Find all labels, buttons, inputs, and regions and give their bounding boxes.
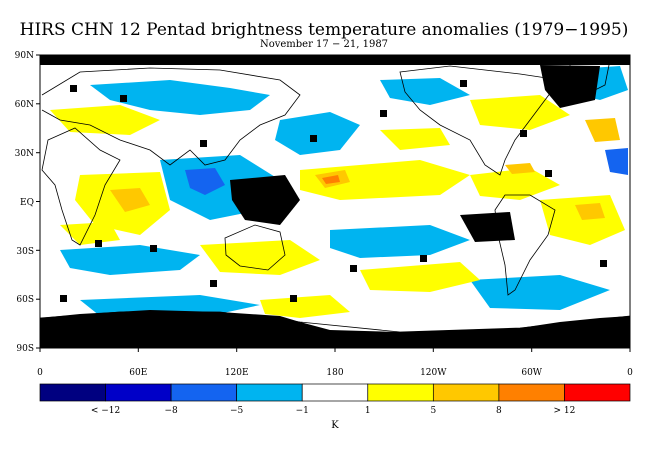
coastline-africa <box>41 127 121 246</box>
lon-label-120e: 120E <box>225 368 249 378</box>
anomaly-region-cool <box>275 112 360 155</box>
lat-label-90n: 90N <box>15 51 34 61</box>
anomaly-region-cool <box>60 245 200 275</box>
coastline-australia <box>224 224 286 271</box>
missing-data-patch <box>460 212 515 242</box>
coastline-north-america <box>399 65 561 176</box>
anomaly-region-warm <box>380 128 450 150</box>
missing-data-square <box>210 280 217 287</box>
missing-data-square <box>420 255 427 262</box>
anomaly-field <box>50 66 628 318</box>
legend-label: 1 <box>365 406 371 416</box>
anomaly-region-warm <box>110 188 150 212</box>
anomaly-region-warm <box>322 175 340 184</box>
missing-data-patch <box>230 175 300 225</box>
map-title: HIRS CHN 12 Pentad brightness temperatur… <box>19 20 629 40</box>
anomaly-region-warm <box>60 222 120 245</box>
coastline-greenland <box>569 59 611 96</box>
map-subtitle: November 17 − 21, 1987 <box>259 39 389 50</box>
coastline-south-america <box>494 194 556 296</box>
legend-label: 5 <box>430 406 436 416</box>
missing-data <box>40 55 630 348</box>
lon-label-180: 180 <box>326 368 343 378</box>
legend-swatch <box>105 383 172 402</box>
missing-data-square <box>380 110 387 117</box>
missing-data-patch <box>540 65 600 108</box>
missing-data-square <box>120 95 127 102</box>
legend-swatch <box>236 383 303 402</box>
legend-label: 8 <box>496 406 502 416</box>
legend-label: < −12 <box>91 406 120 416</box>
legend-unit-label: K <box>331 420 339 431</box>
anomaly-region-cool <box>90 80 270 115</box>
missing-data-square <box>310 135 317 142</box>
lat-label-60s: 60S <box>16 295 34 305</box>
legend-swatch <box>39 383 106 402</box>
lon-label-120w: 120W <box>420 368 447 378</box>
legend-label: −1 <box>296 406 309 416</box>
map-panel <box>39 54 631 349</box>
lon-label-60e: 60E <box>129 368 147 378</box>
missing-data-square <box>520 130 527 137</box>
missing-data-square <box>600 260 607 267</box>
coastline-antarctica <box>39 311 631 333</box>
anomaly-region-warm <box>300 160 470 200</box>
missing-data-square <box>350 265 357 272</box>
lat-label-90s: 90S <box>16 344 34 354</box>
anomaly-region-warm <box>540 195 625 245</box>
legend-swatch <box>432 383 500 402</box>
anomaly-region-warm <box>575 203 605 220</box>
lat-label-30n: 30N <box>15 149 34 159</box>
coastline-eurasia <box>41 67 301 166</box>
lon-label-0: 0 <box>37 368 43 378</box>
latitude-axis: 90N 60N 30N EQ 30S 60S 90S <box>15 51 40 354</box>
missing-data-square <box>150 245 157 252</box>
anomaly-region-warm <box>360 262 480 292</box>
legend-swatch <box>301 383 369 402</box>
anomaly-region-warm <box>50 105 160 135</box>
anomaly-region-cool <box>605 148 628 175</box>
anomaly-region-cool <box>330 225 470 258</box>
anomaly-region-warm <box>505 163 535 174</box>
anomaly-region-warm <box>200 240 320 275</box>
anomaly-region-cool <box>185 168 225 195</box>
missing-data-square <box>545 170 552 177</box>
lat-label-30s: 30S <box>16 247 34 257</box>
missing-data-square <box>290 295 297 302</box>
anomaly-region-cool <box>470 275 610 310</box>
missing-data-square <box>70 85 77 92</box>
missing-data-square <box>60 295 67 302</box>
anomaly-region-warm <box>585 118 620 142</box>
missing-data-square <box>95 240 102 247</box>
longitude-axis: 0 60E 120E 180 120W 60W 0 <box>37 348 633 378</box>
missing-data-square <box>200 140 207 147</box>
lat-label-eq: EQ <box>20 198 34 208</box>
missing-data-top-band <box>40 55 630 65</box>
missing-data-antarctica <box>40 310 630 348</box>
legend-label: > 12 <box>554 406 576 416</box>
anomaly-region-cool <box>380 78 470 105</box>
anomaly-region-warm <box>470 95 570 130</box>
missing-data-square <box>460 80 467 87</box>
legend-swatch <box>367 383 434 402</box>
anomaly-region-warm <box>260 295 350 318</box>
color-legend: < −12 −8 −5 −1 1 5 8 > 12 <box>39 383 631 416</box>
legend-swatch <box>564 383 631 402</box>
lat-label-60n: 60N <box>15 100 34 110</box>
anomaly-region-warm <box>470 168 560 200</box>
lon-label-60w: 60W <box>521 368 542 378</box>
legend-label: −8 <box>164 406 178 416</box>
coastlines <box>39 59 631 333</box>
legend-swatch <box>498 383 565 402</box>
legend-swatch <box>170 383 238 402</box>
legend-label: −5 <box>230 406 244 416</box>
lon-label-0-east: 0 <box>627 368 633 378</box>
